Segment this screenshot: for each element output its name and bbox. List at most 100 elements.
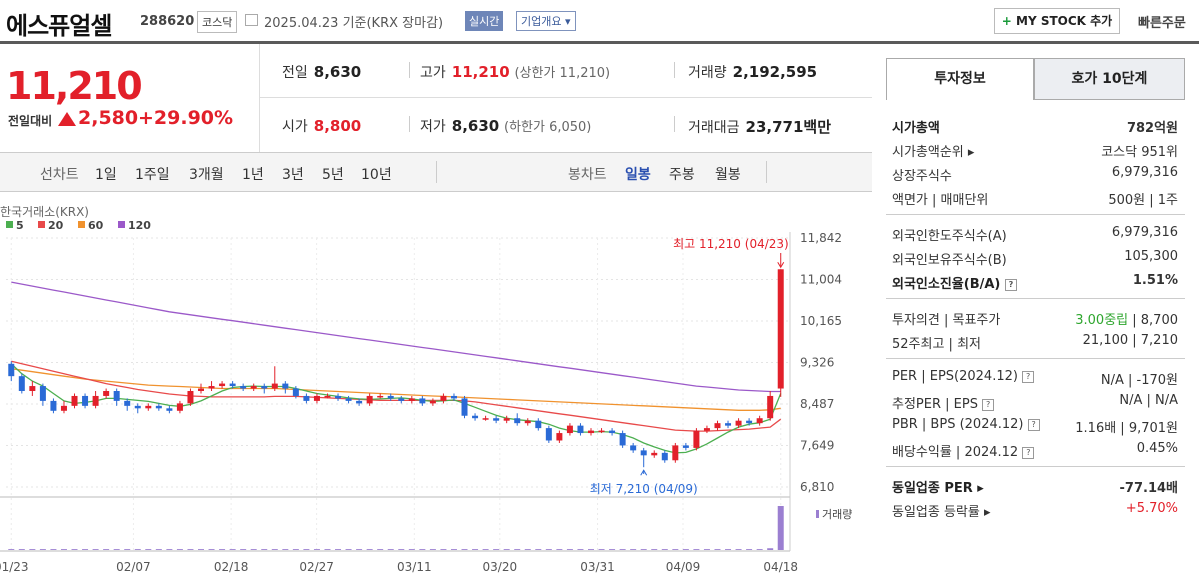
volume-bar bbox=[345, 549, 352, 550]
volume-bar bbox=[366, 549, 373, 550]
info-row-g4-3: 배당수익률 | 2024.12 ? 0.45% bbox=[892, 438, 1178, 460]
volume-bar bbox=[292, 549, 299, 550]
candle-body bbox=[335, 395, 342, 399]
info-row-g1-0-label: 시가총액 bbox=[892, 121, 940, 136]
volume-bar bbox=[503, 549, 510, 550]
volume-bar bbox=[588, 549, 594, 550]
high-price: 고가 11,210 (상한가 11,210) bbox=[420, 63, 611, 81]
volume-bar bbox=[493, 549, 500, 550]
candle-body bbox=[229, 383, 236, 387]
candle-body bbox=[29, 386, 36, 392]
candle-body bbox=[577, 425, 584, 434]
volume-bar bbox=[50, 549, 57, 550]
volume-bar bbox=[313, 549, 320, 550]
volume-bar bbox=[208, 549, 215, 550]
info-row-g4-2: PBR | BPS (2024.12) ? 1.16배 | 9,701원 bbox=[892, 414, 1178, 436]
info-row-g4-1-label: 추정PER | EPS ? bbox=[892, 393, 995, 412]
volume-bar bbox=[408, 549, 415, 550]
volume-bar bbox=[303, 549, 310, 550]
help-icon[interactable]: ? bbox=[1004, 278, 1017, 291]
tab-investment-info[interactable]: 투자정보 bbox=[886, 58, 1034, 100]
my-stock-label: MY STOCK 추가 bbox=[1016, 14, 1113, 28]
investment-opinion-row: 투자의견 | 목표주가 3.00중립 | 8,700 bbox=[892, 306, 1178, 328]
volume-bar bbox=[356, 549, 363, 550]
volume-bar bbox=[145, 549, 152, 550]
period-1w[interactable]: 1주일 bbox=[135, 167, 170, 183]
volume-bar bbox=[429, 549, 436, 550]
period-monthly[interactable]: 월봉 bbox=[715, 167, 741, 183]
volume-bar bbox=[113, 549, 120, 550]
candle-body bbox=[429, 400, 436, 404]
candle-body bbox=[166, 408, 173, 411]
candle-body bbox=[356, 400, 363, 404]
candle-body bbox=[377, 395, 384, 398]
period-5y[interactable]: 5년 bbox=[322, 167, 344, 183]
help-icon[interactable]: ? bbox=[982, 398, 995, 411]
info-row-g1-2-label: 상장주식수 bbox=[892, 169, 952, 184]
prev-close: 전일 8,630 bbox=[282, 63, 362, 81]
candle-body bbox=[113, 391, 120, 401]
tab-order-book[interactable]: 호가 10단계 bbox=[1034, 58, 1185, 100]
help-icon[interactable]: ? bbox=[1022, 446, 1035, 459]
y-tick-label: 10,165 bbox=[800, 314, 842, 328]
industry-rate-value: +5.70% bbox=[1125, 501, 1178, 516]
volume-bar bbox=[482, 549, 489, 550]
stock-chart[interactable]: 한국거래소(KRX)5 20 60 120 11,842 11,004 10,165 9,32… bbox=[0, 192, 872, 581]
week52-row-label: 52주최고 | 최저 bbox=[892, 337, 981, 352]
volume-bar bbox=[661, 549, 668, 550]
info-row-g1-0: 시가총액 782억원 bbox=[892, 114, 1178, 136]
ma-legend-label-60: 60 bbox=[88, 219, 104, 232]
period-1y[interactable]: 1년 bbox=[242, 167, 264, 183]
candle-body bbox=[609, 430, 616, 434]
volume-bar bbox=[60, 549, 67, 550]
volume-bar bbox=[198, 549, 204, 550]
period-1d[interactable]: 1일 bbox=[95, 167, 117, 183]
candle-body bbox=[651, 452, 658, 456]
quick-order-button[interactable]: 빠른주문 bbox=[1138, 16, 1186, 31]
industry-per-row-value: -77.14배 bbox=[1119, 481, 1178, 496]
trade-amount: 거래대금 23,771백만 bbox=[688, 118, 832, 136]
candle-body bbox=[92, 395, 99, 406]
industry-rate-row[interactable]: 동일업종 등락률 ▸ +5.70% bbox=[892, 498, 1178, 520]
candle-body bbox=[71, 395, 78, 406]
x-tick-label: 03/20 bbox=[483, 560, 518, 574]
volume-bar bbox=[282, 549, 289, 550]
candle-body bbox=[566, 425, 573, 434]
period-3m[interactable]: 3개월 bbox=[189, 167, 224, 183]
my-stock-add-button[interactable]: + MY STOCK 추가 bbox=[994, 8, 1120, 34]
help-icon[interactable]: ? bbox=[1022, 370, 1035, 383]
volume-bar bbox=[71, 549, 78, 550]
company-overview-dropdown[interactable]: 기업개요 ▾ bbox=[516, 11, 576, 31]
volume-bar bbox=[250, 549, 257, 550]
period-daily[interactable]: 일봉 bbox=[625, 167, 651, 183]
info-row-g2-1-value: 105,300 bbox=[1124, 249, 1178, 264]
info-row-g1-1-label: 시가총액순위 ▸ bbox=[892, 145, 975, 160]
candle-body bbox=[735, 420, 742, 426]
volume-bar bbox=[725, 549, 732, 550]
info-row-g4-1: 추정PER | EPS ? N/A | N/A bbox=[892, 390, 1178, 412]
candle-body bbox=[693, 430, 700, 448]
volume-bar bbox=[324, 549, 331, 550]
period-10y[interactable]: 10년 bbox=[361, 167, 392, 183]
volume-bar bbox=[82, 549, 89, 550]
volume-bar bbox=[229, 549, 236, 550]
volume-bar bbox=[630, 549, 637, 550]
period-weekly[interactable]: 주봉 bbox=[669, 167, 695, 183]
volume-bar bbox=[450, 549, 457, 550]
volume-bar bbox=[261, 549, 268, 550]
divider bbox=[886, 214, 1185, 215]
candle-body bbox=[472, 415, 479, 419]
candle-body bbox=[514, 418, 521, 424]
candle-body bbox=[18, 376, 25, 392]
info-row-g4-0-label: PER | EPS(2024.12) ? bbox=[892, 369, 1035, 384]
period-3y[interactable]: 3년 bbox=[282, 167, 304, 183]
help-icon[interactable]: ? bbox=[1027, 418, 1040, 431]
candle-body bbox=[545, 428, 552, 441]
y-tick-label: 6,810 bbox=[800, 480, 834, 494]
realtime-badge[interactable]: 실시간 bbox=[465, 11, 504, 31]
price-summary: 11,210 전일대비 2,580 +29.90% bbox=[0, 44, 260, 152]
volume-bar bbox=[18, 549, 25, 550]
candle-body bbox=[535, 420, 542, 429]
candle-body bbox=[524, 420, 531, 424]
volume-bar bbox=[651, 549, 658, 550]
